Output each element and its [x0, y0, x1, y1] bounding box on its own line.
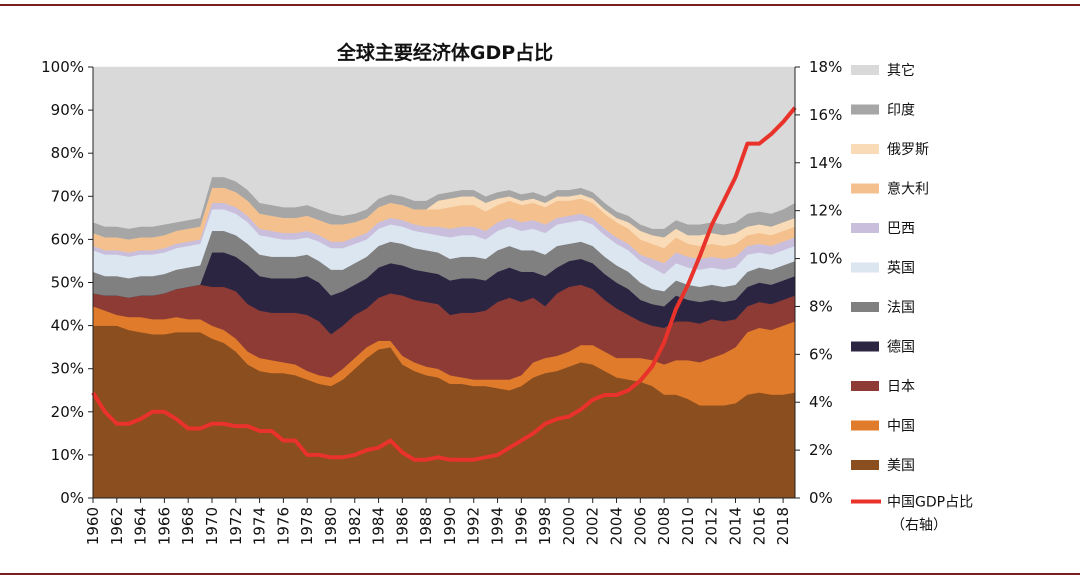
x-tick-label: 2016: [750, 507, 768, 545]
right-tick-label: 8%: [809, 297, 833, 315]
left-tick-label: 20%: [51, 403, 84, 421]
x-tick-label: 1978: [298, 507, 316, 545]
left-tick-label: 70%: [51, 187, 84, 205]
legend-swatch: [851, 460, 879, 470]
left-tick-label: 50%: [51, 274, 84, 292]
legend-swatch: [851, 144, 879, 154]
x-tick-label: 2010: [679, 507, 697, 545]
legend-swatch: [851, 65, 879, 75]
right-tick-label: 6%: [809, 345, 833, 363]
x-tick-label: 2004: [608, 507, 626, 545]
legend-label: 意大利: [887, 181, 929, 198]
x-tick-label: 2008: [655, 507, 673, 545]
legend-label: 印度: [887, 103, 915, 119]
legend-swatch: [851, 183, 879, 194]
left-tick-label: 80%: [51, 144, 84, 162]
right-tick-label: 18%: [809, 58, 842, 76]
legend-swatch: [851, 302, 879, 312]
bottom-rule: [0, 573, 1080, 575]
legend-label: 俄罗斯: [887, 142, 929, 158]
legend-label: 其它: [887, 62, 915, 79]
legend-line-label: 中国GDP占比: [887, 495, 973, 511]
legend-label: 日本: [887, 379, 915, 395]
x-tick-label: 1988: [417, 507, 435, 545]
x-axis: 1960 1962 1964 1966 1968 1970 1972 1974 1976 1978…: [84, 497, 795, 545]
legend-label: 中国: [887, 419, 915, 435]
x-tick-label: 1966: [155, 507, 173, 545]
x-tick-label: 1962: [108, 507, 126, 545]
legend-swatch: [851, 262, 879, 273]
x-tick-label: 2018: [774, 507, 792, 545]
x-tick-label: 1982: [346, 507, 364, 545]
right-tick-label: 16%: [809, 106, 842, 124]
x-tick-label: 1980: [322, 507, 340, 545]
x-tick-label: 1992: [465, 507, 483, 545]
right-tick-label: 12%: [809, 202, 842, 220]
right-tick-label: 0%: [809, 489, 833, 507]
right-tick-label: 10%: [809, 250, 842, 268]
china-gdp-line-layer: [91, 106, 797, 462]
legend-swatch: [851, 104, 879, 115]
legend-label: 英国: [887, 260, 915, 277]
left-tick-label: 0%: [60, 489, 84, 507]
right-tick-label: 14%: [809, 154, 842, 172]
right-axis: 0% 2% 4% 6% 8% 10% 12% 14% 16% 18%: [794, 58, 842, 507]
left-tick-label: 10%: [51, 446, 84, 464]
left-tick-label: 60%: [51, 230, 84, 248]
x-tick-label: 1998: [536, 507, 554, 545]
legend-swatch: [851, 223, 879, 233]
x-tick-label: 2000: [560, 507, 578, 545]
legend-swatch: [851, 381, 879, 391]
right-tick-label: 4%: [809, 393, 833, 411]
x-tick-label: 1996: [512, 507, 530, 545]
top-rule: [0, 4, 1080, 6]
chart-title: 全球主要经济体GDP占比: [336, 41, 553, 64]
x-tick-label: 1964: [132, 507, 150, 545]
x-tick-label: 2006: [631, 507, 649, 545]
x-tick-label: 1970: [203, 507, 221, 545]
legend-label: 法国: [887, 300, 915, 316]
x-tick-label: 2014: [727, 507, 745, 545]
stacked-areas: [92, 66, 796, 499]
legend-line-note: （右轴）: [891, 518, 947, 534]
x-tick-label: 1986: [393, 507, 411, 545]
legend-swatch: [851, 341, 879, 352]
x-tick-label: 1976: [274, 507, 292, 545]
china-gdp-line: [91, 106, 797, 462]
left-tick-label: 40%: [51, 317, 84, 335]
x-tick-label: 1968: [179, 507, 197, 545]
x-tick-label: 1990: [441, 507, 459, 545]
legend-label: 德国: [887, 340, 915, 356]
x-tick-label: 1974: [251, 507, 269, 545]
x-tick-label: 1994: [489, 507, 507, 545]
left-axis: 0% 10% 20% 30% 40% 50% 60% 70% 80% 90% 100%: [41, 58, 94, 507]
x-tick-label: 2002: [584, 507, 602, 545]
left-tick-label: 90%: [51, 101, 84, 119]
x-tick-label: 1960: [84, 507, 102, 545]
legend-label: 巴西: [887, 221, 915, 237]
right-tick-label: 2%: [809, 441, 833, 459]
x-tick-label: 1972: [227, 507, 245, 545]
legend-label: 美国: [887, 458, 915, 474]
x-tick-label: 1984: [370, 507, 388, 545]
legend-swatch: [851, 420, 879, 431]
x-tick-label: 2012: [703, 507, 721, 545]
left-tick-label: 100%: [41, 58, 84, 76]
left-tick-label: 30%: [51, 360, 84, 378]
